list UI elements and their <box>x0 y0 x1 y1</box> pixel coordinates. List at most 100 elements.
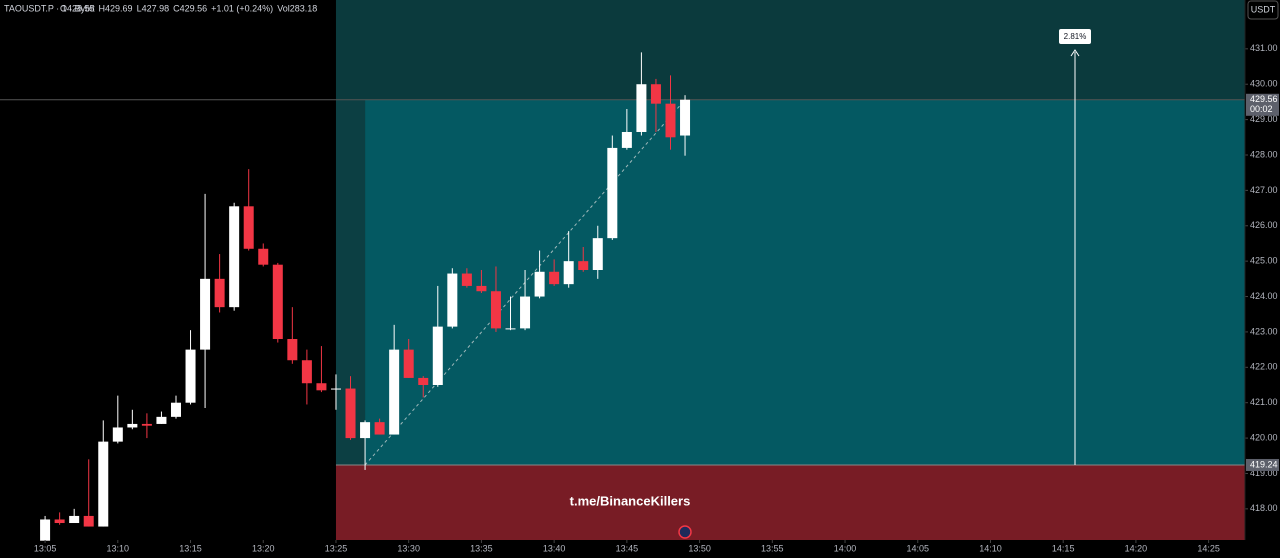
candle-body <box>549 271 560 285</box>
y-tick-label: 430.00 <box>1250 79 1278 89</box>
arrow-head <box>1070 49 1080 57</box>
candle-body <box>476 285 487 292</box>
candles <box>40 52 691 541</box>
candle-body <box>680 99 691 136</box>
change-label-box <box>1059 29 1091 44</box>
x-tick-label: 13:55 <box>761 543 784 553</box>
x-tick-label: 13:15 <box>179 543 202 553</box>
x-tick-label: 14:25 <box>1197 543 1220 553</box>
candle-body <box>403 349 414 378</box>
currency-label[interactable]: USDT <box>1251 4 1276 14</box>
entry-price-box <box>1246 458 1279 471</box>
candle-body <box>389 349 400 435</box>
candle-body <box>287 339 298 361</box>
x-tick-label: 13:50 <box>688 543 711 553</box>
watermark: t.me/BinanceKillers <box>570 493 691 508</box>
y-tick-label: 431.00 <box>1250 43 1278 53</box>
candle-body <box>54 519 65 524</box>
profit-zone <box>365 99 1246 465</box>
candle-body <box>345 388 356 439</box>
candle-body <box>578 261 589 270</box>
x-tick-label: 14:15 <box>1052 543 1075 553</box>
ohlc-value: +1.01 (+0.24%) <box>211 3 273 13</box>
candle-body <box>461 273 472 286</box>
y-tick-label: 427.00 <box>1250 185 1278 195</box>
candle-body <box>127 423 138 428</box>
entry-price-label: 419.24 <box>1250 459 1278 469</box>
candle-body <box>650 84 661 104</box>
candle-body <box>418 377 429 386</box>
candle-body <box>214 278 225 308</box>
x-tick-label: 13:05 <box>34 543 57 553</box>
x-tick-label: 13:20 <box>252 543 275 553</box>
y-tick-label: 418.00 <box>1250 503 1278 513</box>
candle-body <box>490 291 501 329</box>
y-tick-label: 420.00 <box>1250 432 1278 442</box>
candle-body <box>447 273 458 327</box>
header: TAOUSDT.P · 1 · Bybit O428.55 H429.69 L427… <box>4 3 317 13</box>
candle-body <box>141 423 152 426</box>
x-tick-label: 14:05 <box>906 543 929 553</box>
candle-body <box>636 84 647 132</box>
x-tick-label: 13:40 <box>543 543 566 553</box>
ohlc-value: Vol283.18 <box>277 3 317 13</box>
x-tick-label: 13:45 <box>616 543 639 553</box>
candle-body <box>374 422 385 435</box>
target-zone <box>335 0 1245 100</box>
y-tick-label: 425.00 <box>1250 256 1278 266</box>
y-tick-label: 424.00 <box>1250 291 1278 301</box>
candle-body <box>258 248 269 265</box>
position-zones: 2.81% <box>0 0 1246 540</box>
y-tick-label: 423.00 <box>1250 326 1278 336</box>
x-tick-label: 14:10 <box>979 543 1002 553</box>
candle-body <box>272 264 283 340</box>
candle-body <box>621 131 632 148</box>
y-tick-label: 421.00 <box>1250 397 1278 407</box>
candle-body <box>229 206 240 308</box>
y-tick-label: 428.00 <box>1250 149 1278 159</box>
candle-body <box>185 349 196 403</box>
currency-button[interactable] <box>1247 0 1279 20</box>
candle-body <box>563 261 574 285</box>
change-label: 2.81% <box>1064 32 1087 41</box>
candle-body <box>592 238 603 270</box>
candle-body <box>534 271 545 297</box>
candle-body <box>505 328 516 330</box>
candle-body <box>40 519 51 541</box>
y-tick-label: 419.00 <box>1250 468 1278 478</box>
ohlc-value: O428.55 <box>60 3 95 13</box>
candle-body <box>170 402 181 417</box>
candle-body <box>200 278 211 350</box>
stop-zone <box>335 464 1245 540</box>
x-tick-label: 13:10 <box>107 543 130 553</box>
candle-body <box>432 326 443 386</box>
x-tick-label: 13:35 <box>470 543 493 553</box>
candle-body <box>607 147 618 239</box>
ohlc-value: L427.98 <box>137 3 170 13</box>
current-price-label: 429.56 <box>1250 94 1278 104</box>
x-tick-label: 13:25 <box>325 543 348 553</box>
ohlc-value: C429.56 <box>173 3 207 13</box>
candle-body <box>665 103 676 138</box>
candle-body <box>360 422 371 439</box>
candle-body <box>112 427 123 442</box>
x-tick-label: 13:30 <box>397 543 420 553</box>
candle-body <box>316 383 327 391</box>
candle-body <box>98 441 109 527</box>
candle-body <box>520 296 531 329</box>
current-price-box <box>1246 93 1279 116</box>
logo-icon <box>678 525 692 539</box>
y-tick-label: 429.00 <box>1250 114 1278 124</box>
candle-body <box>243 206 254 249</box>
candle-body <box>156 416 167 424</box>
x-tick-label: 14:20 <box>1125 543 1148 553</box>
countdown-label: 00:02 <box>1250 104 1273 114</box>
candle-body <box>301 360 312 384</box>
candle-body <box>69 515 80 524</box>
y-tick-label: 422.00 <box>1250 362 1278 372</box>
symbol: TAOUSDT.P · 1 · Bybit <box>4 3 95 13</box>
y-tick-label: 426.00 <box>1250 220 1278 230</box>
candle-body <box>330 388 341 390</box>
